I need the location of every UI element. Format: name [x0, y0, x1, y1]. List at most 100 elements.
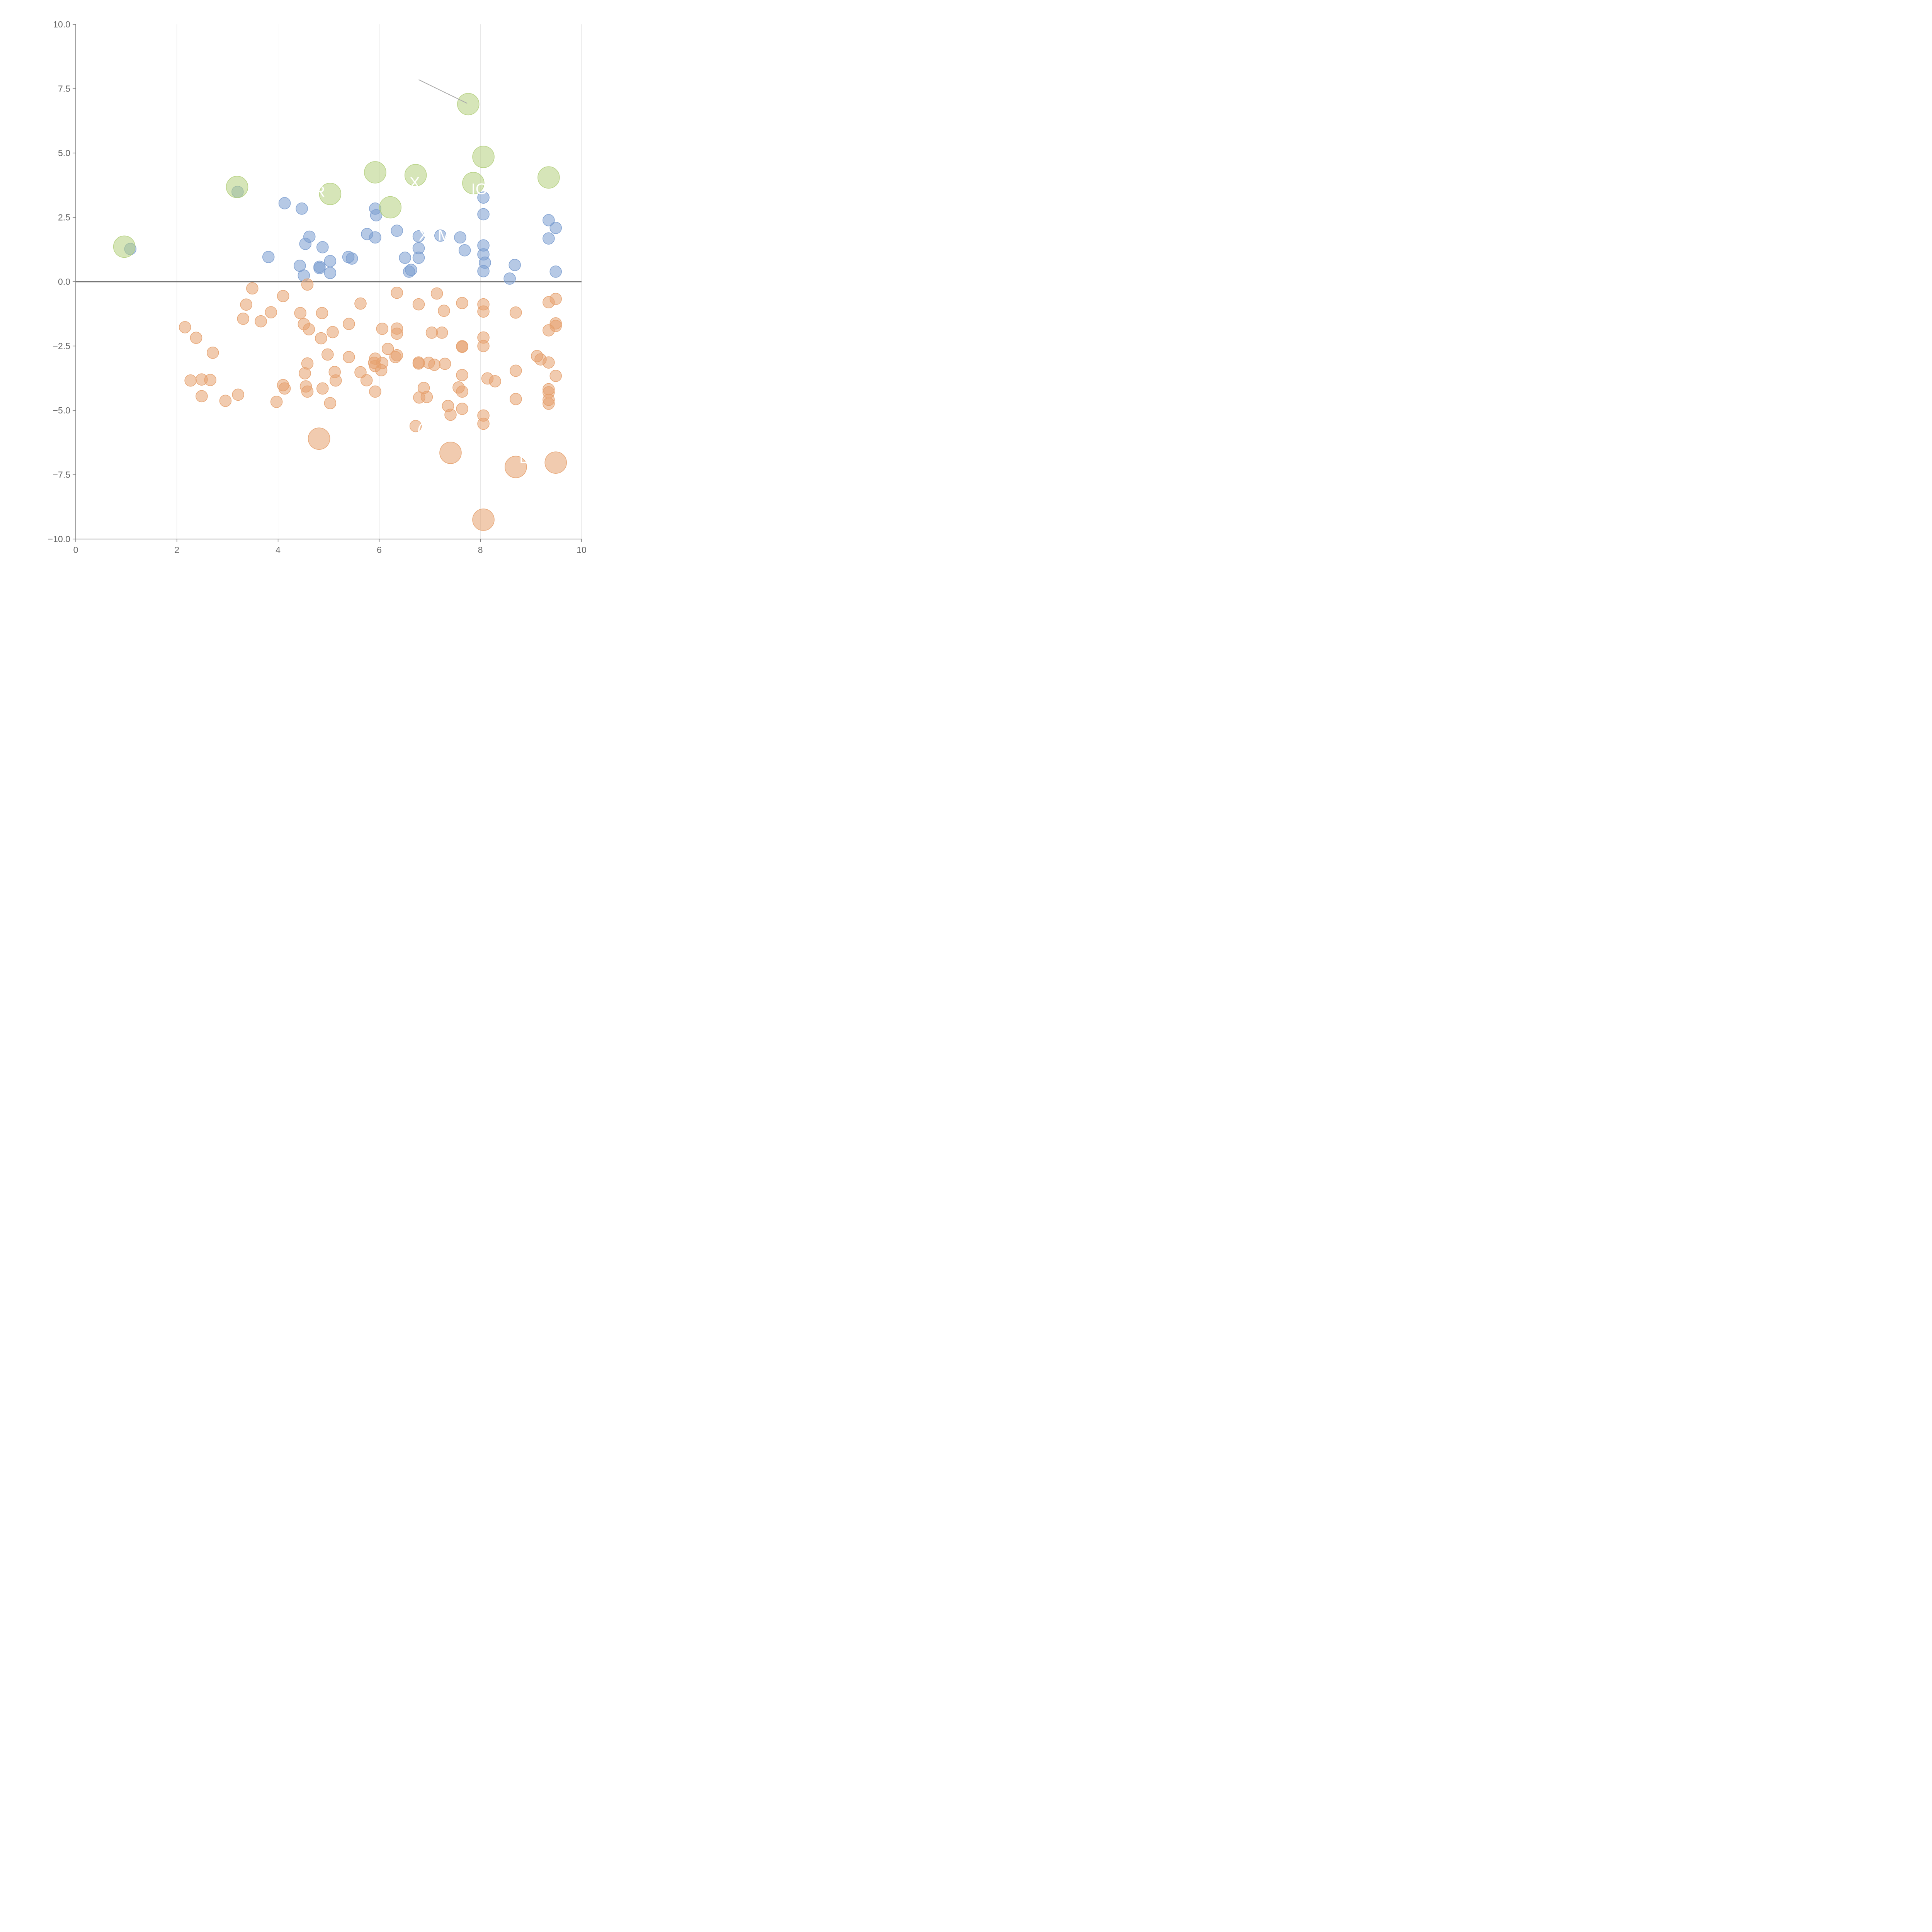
orange-point	[510, 364, 522, 377]
blue-point	[503, 272, 516, 285]
orange-point	[278, 382, 291, 395]
blue-point	[543, 232, 555, 245]
blue-point	[296, 202, 308, 215]
orange-point	[184, 374, 197, 387]
blue-point	[454, 231, 466, 244]
blue-point	[278, 197, 291, 209]
orange-point	[477, 305, 490, 318]
green-point	[379, 196, 401, 219]
blue-point	[479, 256, 491, 269]
orange-point	[240, 298, 252, 311]
blue-point	[324, 267, 337, 279]
green-point	[537, 166, 560, 189]
orange-point	[456, 369, 468, 381]
blue-point	[458, 244, 471, 257]
orange-point	[477, 340, 490, 352]
blue-point	[434, 230, 447, 242]
blue-point	[369, 231, 381, 244]
y-tick-label: 7.5	[58, 84, 70, 94]
x-tick-label: 0	[73, 545, 78, 555]
blue-point	[412, 252, 425, 264]
y-tick-label: 2.5	[58, 213, 70, 223]
axes: 0 2 4 6 8 10 10.0 7.5 5.0 2.5 0.0 −2.5 −5.0 −7.5 −10.0	[48, 19, 587, 555]
orange-point	[316, 382, 329, 395]
orange-point	[301, 278, 314, 291]
annotation-label: M	[438, 227, 451, 244]
orange-point	[343, 318, 355, 330]
orange-point	[327, 326, 339, 338]
orange-point	[409, 420, 422, 432]
y-tick-label: −5.0	[53, 405, 70, 415]
orange-point	[265, 306, 277, 319]
blue-point	[324, 255, 337, 267]
orange-point	[376, 323, 389, 335]
orange-point	[477, 417, 490, 430]
x-tick-label: 4	[276, 545, 281, 555]
orange-point	[412, 298, 425, 311]
orange-point	[330, 374, 342, 387]
x-tick-label: 10	[577, 545, 587, 555]
annotation-label: L T	[519, 450, 541, 467]
orange-point	[544, 451, 567, 474]
annotation-label: X	[419, 227, 429, 244]
green-point	[364, 161, 386, 184]
orange-point	[204, 374, 216, 386]
orange-point	[543, 356, 555, 369]
orange-point	[456, 340, 468, 353]
blue-point	[543, 214, 555, 226]
blue-point	[477, 191, 490, 204]
annotations: A ORX IOX ML T(	[288, 79, 541, 467]
green-point	[472, 146, 495, 168]
orange-point	[246, 282, 259, 295]
orange-point	[196, 390, 208, 403]
orange-point	[456, 297, 468, 310]
blue-point	[549, 265, 562, 278]
orange-point	[438, 304, 450, 317]
orange-point	[444, 408, 457, 421]
y-tick-label: 10.0	[53, 19, 70, 29]
orange-point	[430, 287, 443, 300]
orange-point	[376, 357, 389, 369]
orange-point	[412, 357, 425, 370]
annotation-label: IO	[471, 181, 488, 198]
x-tick-label: 2	[174, 545, 179, 555]
green-point	[404, 164, 427, 187]
orange-point	[315, 332, 327, 345]
green-point	[226, 176, 248, 198]
orange-point	[179, 321, 191, 333]
orange-point	[294, 307, 306, 320]
y-tick-label: 0.0	[58, 277, 70, 287]
orange-point	[270, 396, 283, 408]
annotation-label: (	[417, 421, 423, 438]
green-point	[462, 172, 485, 194]
orange-point	[381, 343, 394, 355]
blue-point	[405, 264, 417, 276]
blue-point	[345, 252, 358, 265]
green-point	[113, 235, 136, 258]
orange-point	[301, 385, 314, 398]
orange-point	[439, 442, 462, 464]
orange-point	[255, 315, 267, 328]
y-tick-label: −7.5	[53, 470, 70, 480]
blue-point	[262, 251, 275, 263]
annotation-label: X	[410, 174, 420, 191]
orange-point	[308, 427, 330, 450]
orange-point	[420, 391, 433, 403]
orange-point	[232, 388, 244, 401]
orange-point	[277, 290, 289, 303]
orange-point	[549, 293, 562, 305]
orange-point	[391, 286, 403, 299]
callout-line	[418, 79, 468, 104]
orange-point	[456, 403, 468, 415]
green-point	[319, 183, 342, 205]
green-point	[457, 93, 480, 116]
orange-point	[505, 456, 527, 478]
orange-point	[360, 374, 373, 386]
blue-point	[313, 262, 326, 274]
data-points	[113, 93, 567, 531]
scatter-chart: 0 2 4 6 8 10 10.0 7.5 5.0 2.5 0.0 −2.5 −5.0 −7.5 −10.0…	[48, 19, 587, 555]
orange-point	[391, 327, 403, 340]
orange-point	[324, 397, 337, 410]
orange-point	[543, 397, 555, 410]
x-tick-label: 8	[478, 545, 483, 555]
